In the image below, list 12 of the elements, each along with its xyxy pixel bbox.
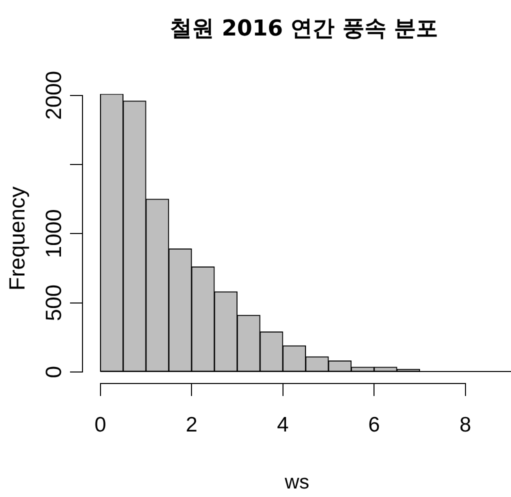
y-axis-title: Frequency [4, 186, 30, 290]
x-tick-label: 8 [460, 413, 472, 436]
x-axis-title: ws [284, 472, 310, 494]
y-tick-label: 2000 [41, 70, 66, 120]
y-tick-label: 1000 [41, 209, 66, 258]
y-tick-label: 0 [41, 366, 66, 378]
x-tick-label: 0 [94, 413, 106, 436]
y-tick-label: 500 [41, 284, 66, 322]
chart-title: 철원 2016 연간 풍속 분포 [170, 16, 438, 42]
x-tick-label: 2 [186, 413, 198, 436]
x-tick-label: 4 [277, 413, 290, 436]
x-tick-label: 6 [368, 413, 380, 436]
